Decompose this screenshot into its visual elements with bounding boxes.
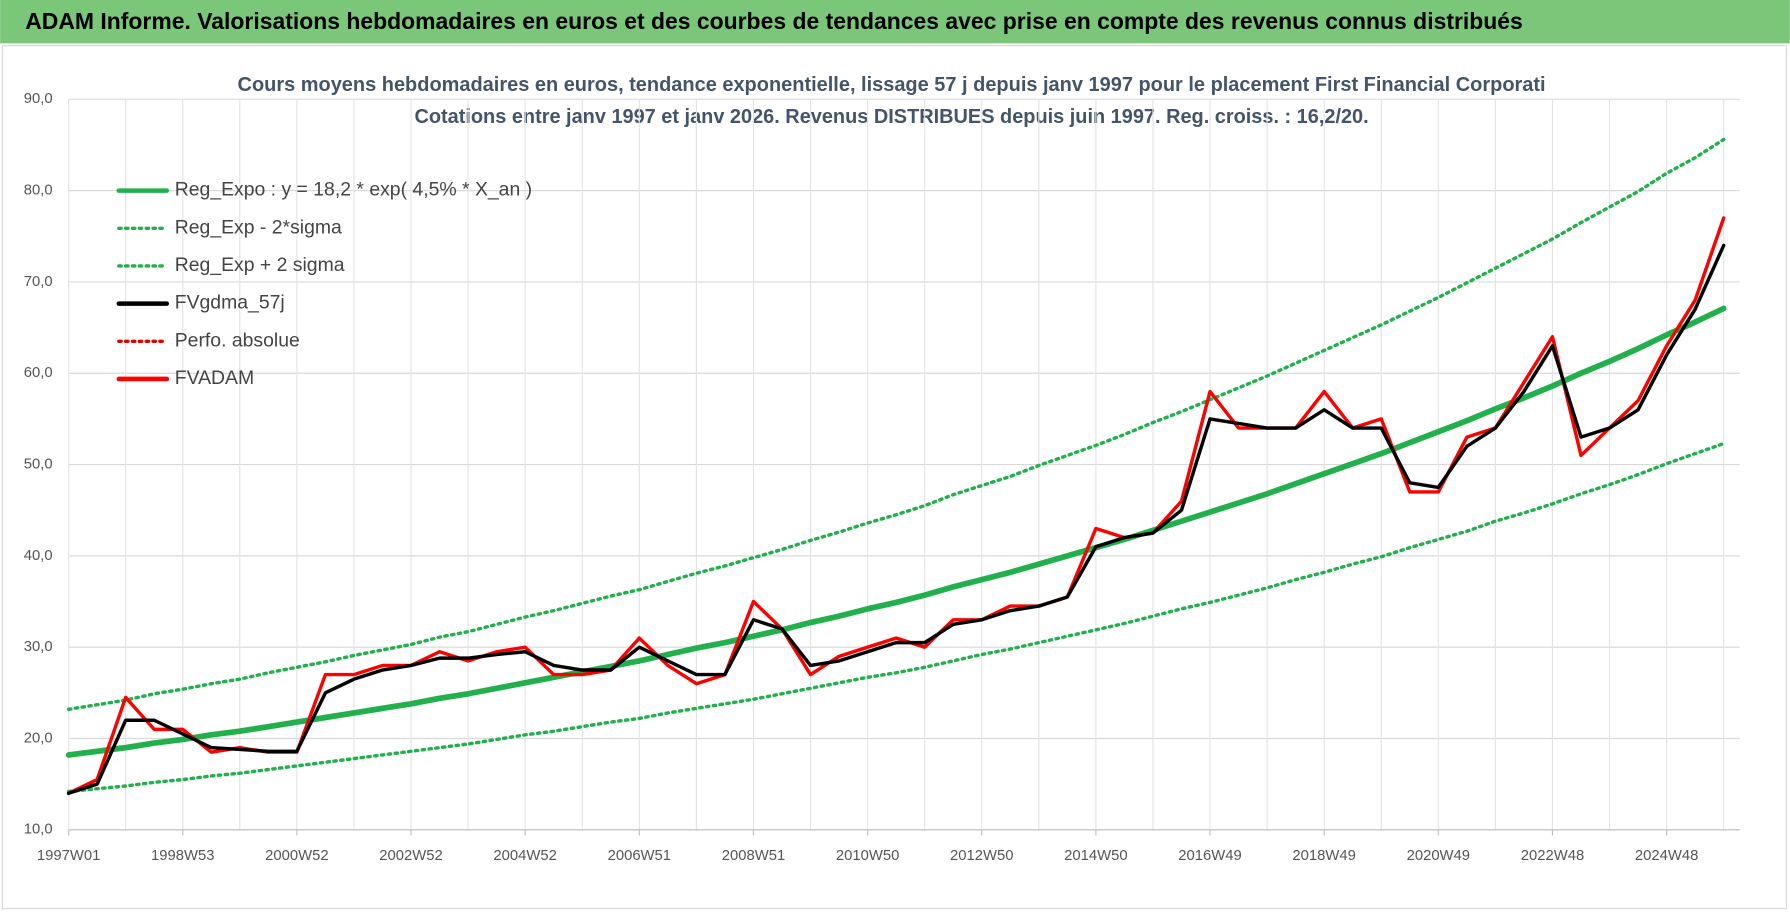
x-tick-label: 2002W52	[379, 848, 442, 864]
y-tick-label: 90,0	[24, 91, 53, 107]
grid: 10,0 20,0 30,0 40,0 50,0 60,0 70,0 80,0 90,0 1997…	[24, 91, 1740, 864]
x-tick-label: 2008W51	[722, 848, 785, 864]
x-tick-label: 2006W51	[608, 848, 671, 864]
series-line	[66, 441, 1726, 794]
x-tick-label: 2014W50	[1064, 848, 1127, 864]
x-tick-label: 2020W49	[1407, 848, 1470, 864]
legend-label: Reg_Exp + 2 sigma	[175, 254, 345, 276]
chart-frame	[1, 45, 1788, 910]
series-line	[65, 305, 1727, 758]
legend-label: FVgdma_57j	[175, 292, 285, 314]
legend-label: Reg_Expo : y = 18,2 * exp( 4,5% * X_an )	[175, 179, 532, 201]
y-tick-label: 80,0	[24, 183, 53, 199]
series-line	[66, 243, 1726, 796]
x-tick-label: 2012W50	[950, 848, 1013, 864]
x-tick-label: 2004W52	[493, 848, 556, 864]
legend-label: Perfo. absolue	[175, 329, 300, 351]
x-tick-label: 1998W53	[151, 848, 214, 864]
series-line	[66, 137, 1726, 711]
header-bar	[0, 0, 1790, 44]
y-tick-label: 20,0	[24, 730, 53, 746]
chart-title: Cours moyens hebdomadaires en euros, ten…	[238, 73, 1546, 96]
y-tick-label: 40,0	[24, 548, 53, 564]
x-tick-label: 2010W50	[836, 848, 899, 864]
x-tick-label: 2022W48	[1521, 848, 1584, 864]
x-tick-label: 2016W49	[1178, 848, 1241, 864]
y-tick-label: 60,0	[24, 365, 53, 381]
x-tick-label: 2024W48	[1635, 848, 1698, 864]
chart-subtitle: Cotations entre janv 1997 et janv 2026. …	[414, 105, 1368, 128]
legend: Reg_Expo : y = 18,2 * exp( 4,5% * X_an )…	[116, 179, 532, 389]
x-tick-label: 1997W01	[37, 848, 100, 864]
plot-area	[65, 137, 1727, 796]
y-tick-label: 50,0	[24, 456, 53, 472]
y-tick-label: 30,0	[24, 639, 53, 655]
header-title: ADAM Informe. Valorisations hebdomadaire…	[25, 8, 1523, 34]
y-tick-label: 10,0	[24, 822, 53, 838]
y-tick-label: 70,0	[24, 274, 53, 290]
legend-label: FVADAM	[175, 367, 254, 389]
x-tick-label: 2000W52	[265, 848, 328, 864]
x-tick-label: 2018W49	[1292, 848, 1355, 864]
legend-label: Reg_Exp - 2*sigma	[175, 216, 342, 238]
